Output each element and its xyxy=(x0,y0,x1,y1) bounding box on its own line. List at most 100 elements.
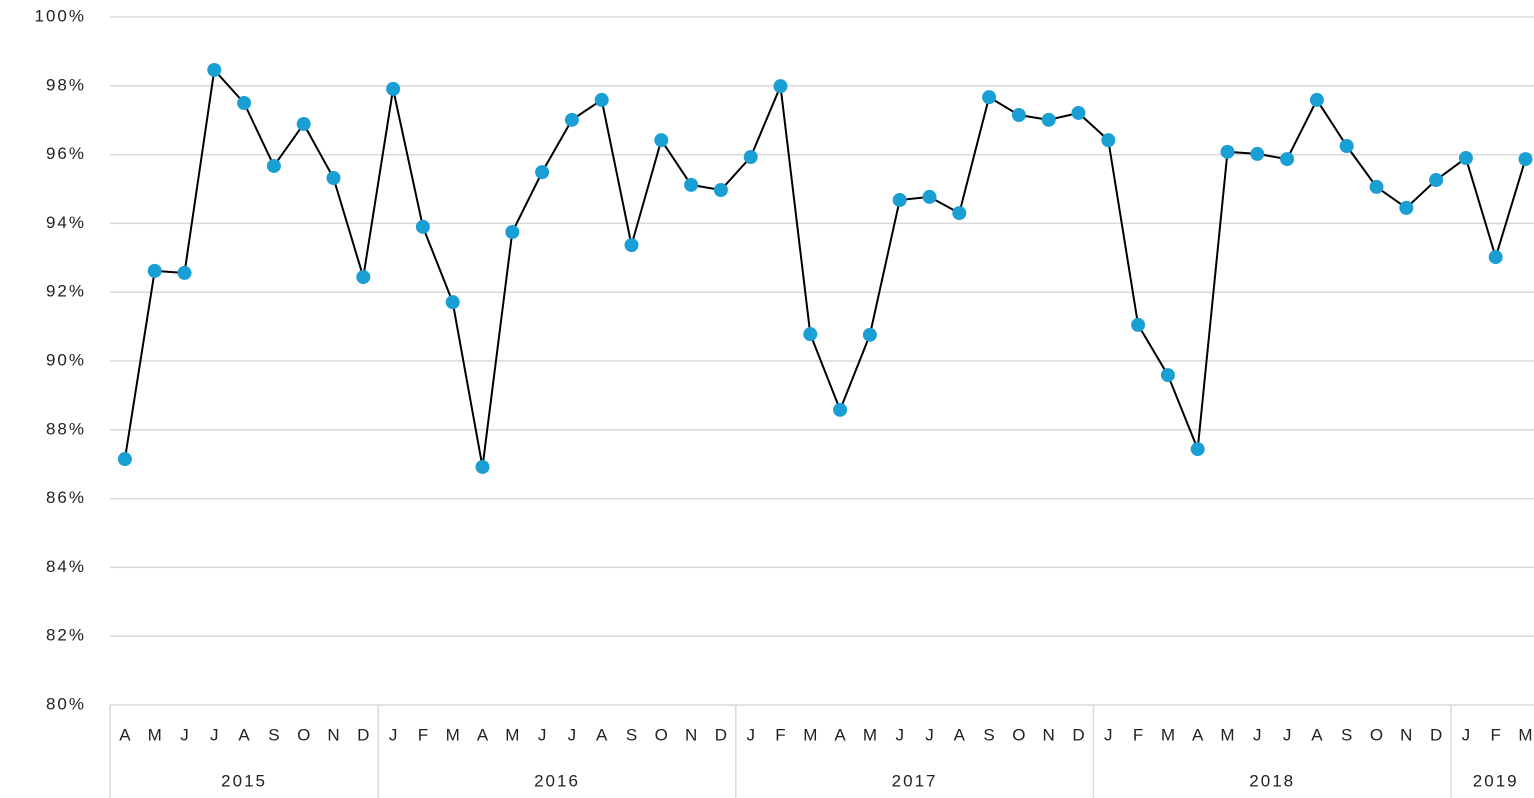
x-tick-label: M xyxy=(1161,725,1177,744)
x-tick-label: J xyxy=(1253,725,1264,744)
y-tick-label: 94% xyxy=(46,213,86,232)
x-tick-label: F xyxy=(1133,725,1145,744)
data-point xyxy=(564,112,579,127)
data-point xyxy=(1190,442,1205,457)
data-point xyxy=(922,189,937,204)
data-point xyxy=(952,206,967,221)
x-tick-label: D xyxy=(1072,725,1086,744)
group-label: 2017 xyxy=(892,771,938,790)
data-point xyxy=(1488,250,1503,265)
x-tick-label: A xyxy=(954,725,967,744)
x-tick-label: J xyxy=(895,725,906,744)
x-tick-label: D xyxy=(357,725,371,744)
x-tick-label: O xyxy=(297,725,312,744)
x-tick-label: J xyxy=(210,725,221,744)
data-point xyxy=(1160,368,1175,383)
data-point xyxy=(594,92,609,107)
x-tick-label: M xyxy=(1518,725,1534,744)
data-point xyxy=(207,62,222,77)
data-point xyxy=(1458,151,1473,166)
x-tick-label: N xyxy=(327,725,341,744)
group-label: 2015 xyxy=(221,771,267,790)
x-tick-label: A xyxy=(1311,725,1324,744)
y-tick-label: 96% xyxy=(46,144,86,163)
y-tick-label: 86% xyxy=(46,488,86,507)
data-point xyxy=(833,402,848,417)
data-point xyxy=(356,270,371,285)
data-point xyxy=(117,452,132,467)
data-point xyxy=(1250,146,1265,161)
data-point xyxy=(982,90,997,105)
x-tick-label: J xyxy=(568,725,579,744)
y-tick-label: 82% xyxy=(46,626,86,645)
data-point xyxy=(862,327,877,342)
data-point xyxy=(237,96,252,110)
data-point xyxy=(505,225,520,239)
data-point xyxy=(445,295,460,310)
x-tick-label: J xyxy=(538,725,549,744)
data-line xyxy=(123,67,1527,468)
data-point xyxy=(773,79,788,94)
data-point xyxy=(386,81,401,96)
x-tick-label: A xyxy=(477,725,490,744)
x-tick-label: S xyxy=(983,725,996,744)
y-tick-label: 88% xyxy=(46,419,86,438)
data-point xyxy=(1011,108,1026,123)
x-tick-label: A xyxy=(238,725,251,744)
data-point xyxy=(684,177,699,192)
x-tick-label: J xyxy=(1283,725,1294,744)
data-point xyxy=(535,165,550,180)
data-point xyxy=(892,193,907,208)
data-point xyxy=(266,158,281,173)
x-tick-label: M xyxy=(446,725,462,744)
x-tick-label: F xyxy=(775,725,787,744)
data-point xyxy=(1071,105,1086,120)
x-tick-label: S xyxy=(268,725,281,744)
data-point xyxy=(1339,139,1354,153)
data-point xyxy=(475,459,490,474)
data-point xyxy=(624,238,639,253)
x-tick-label: A xyxy=(834,725,847,744)
data-point xyxy=(743,150,758,165)
group-label: 2018 xyxy=(1249,771,1295,790)
x-tick-label: J xyxy=(925,725,936,744)
x-tick-label: J xyxy=(180,725,191,744)
y-tick-label: 98% xyxy=(46,75,86,94)
x-tick-label: J xyxy=(389,725,400,744)
data-point xyxy=(803,327,818,342)
x-tick-label: O xyxy=(1012,725,1027,744)
data-point xyxy=(1101,133,1116,148)
x-tick-label: D xyxy=(715,725,729,744)
x-tick-label: M xyxy=(505,725,521,744)
x-tick-label: F xyxy=(418,725,430,744)
x-tick-label: M xyxy=(148,725,164,744)
y-tick-label: 80% xyxy=(46,694,86,713)
x-tick-label: O xyxy=(655,725,670,744)
y-tick-label: 100% xyxy=(35,6,86,25)
x-tick-label: A xyxy=(1192,725,1205,744)
data-point xyxy=(1131,317,1146,332)
x-tick-label: F xyxy=(1491,725,1503,744)
x-tick-label: S xyxy=(1341,725,1354,744)
data-point xyxy=(1369,179,1384,194)
data-point xyxy=(1220,144,1235,159)
data-point xyxy=(654,133,669,148)
x-tick-label: D xyxy=(1430,725,1444,744)
y-tick-label: 92% xyxy=(46,282,86,301)
group-label: 2019 xyxy=(1473,771,1519,790)
x-tick-label: S xyxy=(626,725,639,744)
x-tick-label: A xyxy=(596,725,609,744)
x-tick-label: O xyxy=(1370,725,1385,744)
data-point xyxy=(147,263,162,278)
data-point xyxy=(1280,152,1295,167)
x-tick-label: A xyxy=(119,725,132,744)
x-tick-label: N xyxy=(1043,725,1057,744)
x-tick-label: J xyxy=(1462,725,1473,744)
data-point xyxy=(326,170,341,185)
data-point xyxy=(1429,173,1444,188)
y-tick-label: 84% xyxy=(46,557,86,576)
x-tick-label: M xyxy=(863,725,879,744)
data-point xyxy=(1309,92,1324,107)
data-point xyxy=(1041,112,1056,127)
